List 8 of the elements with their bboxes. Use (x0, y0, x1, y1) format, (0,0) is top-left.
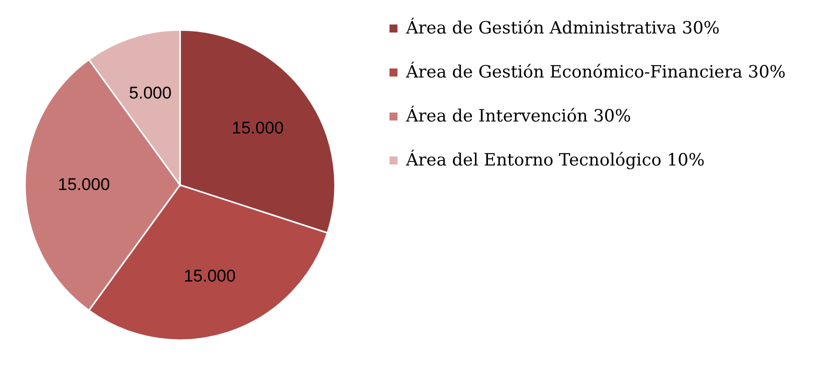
legend-label: Área del Entorno Tecnológico 10% (405, 150, 705, 170)
data-label: 15.000 (58, 175, 110, 194)
data-label: 15.000 (232, 118, 284, 138)
data-label: 5.000 (129, 84, 172, 103)
legend-label: Área de Intervención 30% (405, 106, 631, 126)
legend-label: Área de Gestión Administrativa 30% (405, 18, 720, 38)
data-label: 15.000 (184, 266, 236, 286)
legend-label: Área de Gestión Económico-Financiera 30% (405, 62, 786, 82)
